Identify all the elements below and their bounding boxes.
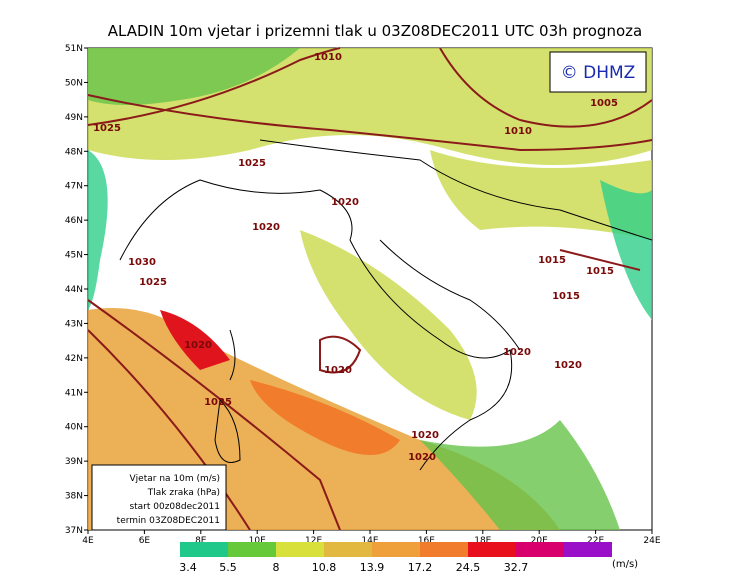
- logo-box: [549, 51, 647, 93]
- isobars: [87, 47, 653, 531]
- legend-line: start 00z08dec2011: [129, 502, 220, 512]
- isobar-label: 1025: [139, 277, 167, 288]
- legend-box: Vjetar na 10m (m/s) Tlak zraka (hPa) sta…: [91, 464, 227, 531]
- lat-tick-label: 51N: [65, 44, 83, 54]
- lat-tick-label: 45N: [65, 251, 83, 261]
- lon-tick-label: 12E: [305, 536, 322, 546]
- isobar-label: 1020: [554, 360, 582, 371]
- legend-line: termin 03Z08DEC2011: [117, 516, 220, 526]
- wind-field: [300, 230, 477, 420]
- isobar-label: 1025: [238, 158, 266, 169]
- logo-text: © DHMZ: [561, 63, 636, 83]
- isobar-label: 1010: [314, 52, 342, 63]
- colorbar-swatch: [180, 542, 228, 557]
- isobar-label: 1020: [331, 197, 359, 208]
- axis-ticks: 37N 38N 39N 40N 41N 42N 43N 44N 45N 46N 47N 48N 49N 5…: [65, 44, 661, 546]
- legend-line: Tlak zraka (hPa): [147, 488, 220, 498]
- lat-tick-label: 42N: [65, 354, 83, 364]
- lat-tick-label: 49N: [65, 113, 83, 123]
- lat-tick-label: 44N: [65, 285, 83, 295]
- lon-tick-label: 14E: [361, 536, 378, 546]
- lon-tick-label: 4E: [82, 536, 94, 546]
- isobar-label: 1030: [128, 257, 156, 268]
- lon-tick-label: 22E: [587, 536, 604, 546]
- colorbar-label: 10.8: [312, 561, 337, 574]
- isobar-labels: 1010 1005 1025 1010 1025 1020 1020 1030 …: [93, 52, 618, 463]
- isobar-label: 1015: [586, 266, 614, 277]
- lat-tick-label: 40N: [65, 423, 83, 433]
- isobar-label: 1025: [204, 397, 232, 408]
- colorbar-label: 5.5: [219, 561, 237, 574]
- colorbar-swatch: [372, 542, 420, 557]
- colorbar-label: 32.7: [504, 561, 529, 574]
- wind-field: [420, 420, 620, 530]
- isobar-label: 1020: [503, 347, 531, 358]
- lat-tick-label: 41N: [65, 388, 83, 398]
- lon-tick-label: 10E: [249, 536, 266, 546]
- isobar-label: 1020: [408, 452, 436, 463]
- map-area: [87, 47, 653, 531]
- colorbar: 3.4 5.5 8 10.8 13.9 17.2 24.5 32.7: [179, 542, 612, 574]
- lat-tick-label: 37N: [65, 526, 83, 536]
- lat-tick-label: 46N: [65, 216, 83, 226]
- lat-tick-label: 50N: [65, 78, 83, 88]
- lat-tick-label: 39N: [65, 457, 83, 467]
- colorbar-label: 17.2: [408, 561, 433, 574]
- borders: [119, 139, 653, 471]
- wind-field: [430, 150, 652, 240]
- lon-tick-label: 18E: [474, 536, 491, 546]
- colorbar-label: 8: [273, 561, 280, 574]
- isobar-label: 1020: [252, 222, 280, 233]
- colorbar-label: 3.4: [179, 561, 197, 574]
- legend-line: Vjetar na 10m (m/s): [130, 474, 220, 484]
- lon-tick-label: 6E: [139, 536, 151, 546]
- colorbar-swatch: [228, 542, 276, 557]
- lon-tick-label: 20E: [531, 536, 548, 546]
- isobar-label: 1020: [411, 430, 439, 441]
- isobar-label: 1015: [552, 291, 580, 302]
- lon-tick-label: 24E: [643, 536, 660, 546]
- isobar-label: 1010: [504, 126, 532, 137]
- colorbar-swatch: [468, 542, 516, 557]
- isobar-label: 1020: [324, 365, 352, 376]
- colorbar-swatch: [420, 542, 468, 557]
- colorbar-swatch: [516, 542, 564, 557]
- lat-tick-label: 47N: [65, 182, 83, 192]
- wind-field: [88, 150, 108, 310]
- lat-tick-label: 38N: [65, 492, 83, 502]
- isobar-label: 1015: [538, 255, 566, 266]
- lon-tick-label: 16E: [418, 536, 435, 546]
- isobar-label: 1020: [184, 340, 212, 351]
- legend-frame: [91, 464, 227, 531]
- colorbar-swatch: [276, 542, 324, 557]
- wind-field: [160, 310, 230, 370]
- lon-tick-label: 8E: [195, 536, 207, 546]
- colorbar-label: 24.5: [456, 561, 481, 574]
- wind-field: [600, 180, 652, 320]
- wind-field: [250, 380, 400, 455]
- lat-tick-label: 43N: [65, 319, 83, 329]
- map-title: ALADIN 10m vjetar i prizemni tlak u 03Z0…: [108, 22, 642, 40]
- colorbar-unit: (m/s): [612, 559, 638, 570]
- lat-tick-label: 48N: [65, 147, 83, 157]
- isobar-label: 1025: [93, 123, 121, 134]
- colorbar-label: 13.9: [360, 561, 385, 574]
- logo: © DHMZ: [549, 51, 647, 93]
- wind-field: [88, 48, 300, 105]
- isobar-label: 1005: [590, 98, 618, 109]
- colorbar-swatch: [324, 542, 372, 557]
- colorbar-swatch: [564, 542, 612, 557]
